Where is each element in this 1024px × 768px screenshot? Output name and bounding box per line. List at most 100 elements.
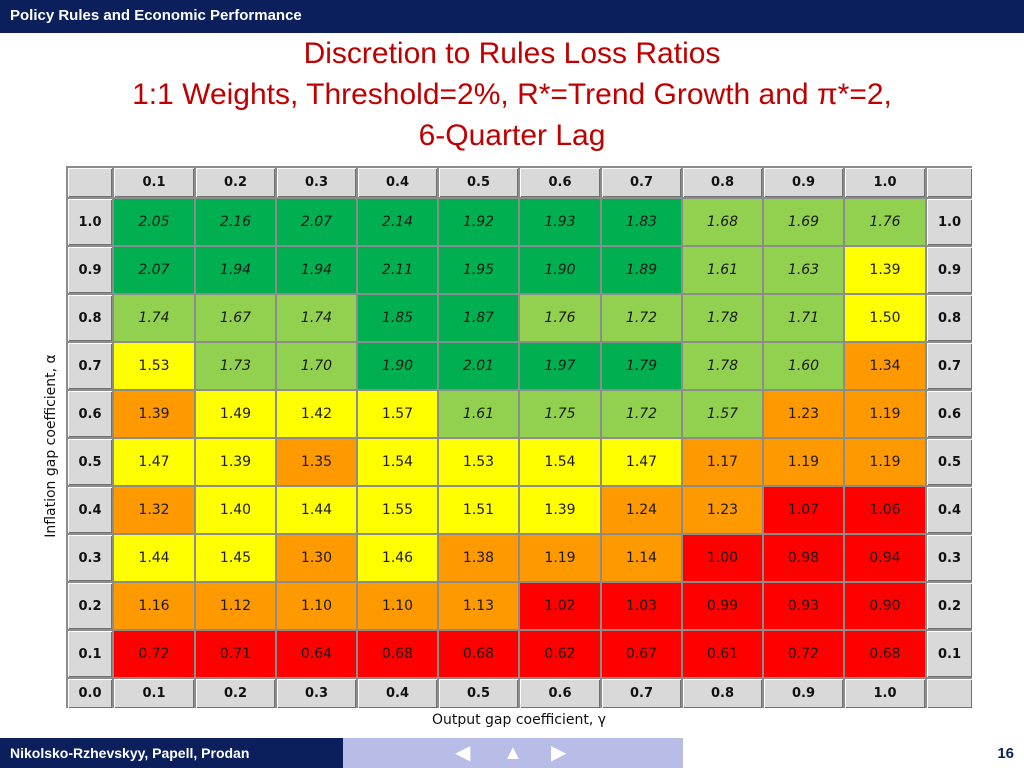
slide-title-line-1: Discretion to Rules Loss Ratios xyxy=(303,37,721,70)
data-cell: 1.72 xyxy=(602,295,681,341)
data-cell: 1.35 xyxy=(277,439,356,485)
data-cell: 1.17 xyxy=(683,439,762,485)
data-cell: 0.68 xyxy=(358,631,437,677)
data-cell: 1.39 xyxy=(114,391,194,437)
data-cell: 1.54 xyxy=(520,439,600,485)
arrow-right-icon[interactable]: ▶ xyxy=(551,742,567,764)
data-cell: 1.13 xyxy=(439,583,518,629)
slide-title-line-3: 6-Quarter Lag xyxy=(418,119,606,152)
data-cell: 1.39 xyxy=(845,247,925,293)
data-cell: 0.72 xyxy=(114,631,194,677)
row-header-right: 0.9 xyxy=(927,247,972,293)
data-cell: 2.05 xyxy=(114,199,194,245)
col-header-top: 1.0 xyxy=(845,168,925,197)
row-header-left: 0.3 xyxy=(68,535,112,581)
data-cell: 1.79 xyxy=(602,343,681,389)
col-header-top: 0.6 xyxy=(520,168,600,197)
data-cell: 1.90 xyxy=(358,343,437,389)
data-cell: 1.70 xyxy=(277,343,356,389)
data-cell: 0.90 xyxy=(845,583,925,629)
data-cell: 0.98 xyxy=(764,535,843,581)
data-cell: 1.10 xyxy=(358,583,437,629)
data-cell: 1.03 xyxy=(602,583,681,629)
row-header-left: 0.6 xyxy=(68,391,112,437)
row-header-left: 0.8 xyxy=(68,295,112,341)
corner-cell xyxy=(68,168,112,197)
slide-title-line-2: 1:1 Weights, Threshold=2%, R*=Trend Grow… xyxy=(132,78,892,111)
data-cell: 1.51 xyxy=(439,487,518,533)
row-header-left: 1.0 xyxy=(68,199,112,245)
authors: Nikolsko-Rzhevskyy, Papell, Prodan xyxy=(10,745,250,761)
data-cell: 1.53 xyxy=(439,439,518,485)
data-cell: 1.19 xyxy=(764,439,843,485)
data-cell: 1.00 xyxy=(683,535,762,581)
data-cell: 1.89 xyxy=(602,247,681,293)
data-cell: 2.01 xyxy=(439,343,518,389)
data-cell: 1.76 xyxy=(520,295,600,341)
page-number: 16 xyxy=(997,745,1014,762)
col-header-bottom: 0.2 xyxy=(196,679,275,708)
data-cell: 1.23 xyxy=(764,391,843,437)
data-cell: 1.93 xyxy=(520,199,600,245)
data-cell: 1.53 xyxy=(114,343,194,389)
data-cell: 1.38 xyxy=(439,535,518,581)
data-cell: 1.50 xyxy=(845,295,925,341)
row-header-right: 0.8 xyxy=(927,295,972,341)
data-cell: 1.45 xyxy=(196,535,275,581)
arrow-left-icon[interactable]: ◀ xyxy=(455,742,471,764)
data-cell: 1.19 xyxy=(845,391,925,437)
row-header-right: 0.6 xyxy=(927,391,972,437)
data-cell: 2.11 xyxy=(358,247,437,293)
col-header-bottom: 0.8 xyxy=(683,679,762,708)
data-cell: 1.78 xyxy=(683,343,762,389)
col-header-top: 0.7 xyxy=(602,168,681,197)
data-cell: 0.68 xyxy=(439,631,518,677)
data-cell: 1.57 xyxy=(358,391,437,437)
row-header-left: 0.4 xyxy=(68,487,112,533)
data-cell: 1.72 xyxy=(602,391,681,437)
data-cell: 1.60 xyxy=(764,343,843,389)
col-header-bottom: 0.5 xyxy=(439,679,518,708)
data-cell: 1.85 xyxy=(358,295,437,341)
data-cell: 2.16 xyxy=(196,199,275,245)
header-bar: Policy Rules and Economic Performance xyxy=(0,0,1024,33)
col-header-bottom: 0.6 xyxy=(520,679,600,708)
data-cell: 1.68 xyxy=(683,199,762,245)
corner-cell xyxy=(927,679,972,708)
data-cell: 1.61 xyxy=(683,247,762,293)
home-icon[interactable]: ▲ xyxy=(503,742,523,764)
data-cell: 1.42 xyxy=(277,391,356,437)
data-cell: 1.16 xyxy=(114,583,194,629)
presentation-title: Policy Rules and Economic Performance xyxy=(10,7,302,24)
row-header-right: 0.2 xyxy=(927,583,972,629)
data-cell: 1.97 xyxy=(520,343,600,389)
row-header-left: 0.5 xyxy=(68,439,112,485)
data-cell: 1.47 xyxy=(114,439,194,485)
data-cell: 0.68 xyxy=(845,631,925,677)
data-cell: 1.55 xyxy=(358,487,437,533)
col-header-top: 0.2 xyxy=(196,168,275,197)
data-cell: 1.87 xyxy=(439,295,518,341)
data-cell: 1.57 xyxy=(683,391,762,437)
data-cell: 0.61 xyxy=(683,631,762,677)
data-cell: 1.24 xyxy=(602,487,681,533)
footer-bar: Nikolsko-Rzhevskyy, Papell, Prodan ◀ ▲ ▶… xyxy=(0,738,1024,768)
data-cell: 1.14 xyxy=(602,535,681,581)
data-cell: 0.64 xyxy=(277,631,356,677)
data-cell: 1.63 xyxy=(764,247,843,293)
col-header-top: 0.1 xyxy=(114,168,194,197)
col-header-top: 0.9 xyxy=(764,168,843,197)
data-cell: 1.30 xyxy=(277,535,356,581)
data-cell: 1.73 xyxy=(196,343,275,389)
data-cell: 1.40 xyxy=(196,487,275,533)
data-cell: 1.34 xyxy=(845,343,925,389)
data-cell: 1.19 xyxy=(845,439,925,485)
col-header-bottom: 0.4 xyxy=(358,679,437,708)
data-cell: 2.14 xyxy=(358,199,437,245)
col-header-top: 0.8 xyxy=(683,168,762,197)
data-cell: 1.23 xyxy=(683,487,762,533)
data-cell: 1.71 xyxy=(764,295,843,341)
data-cell: 1.74 xyxy=(114,295,194,341)
row-header-left: 0.7 xyxy=(68,343,112,389)
data-cell: 1.76 xyxy=(845,199,925,245)
